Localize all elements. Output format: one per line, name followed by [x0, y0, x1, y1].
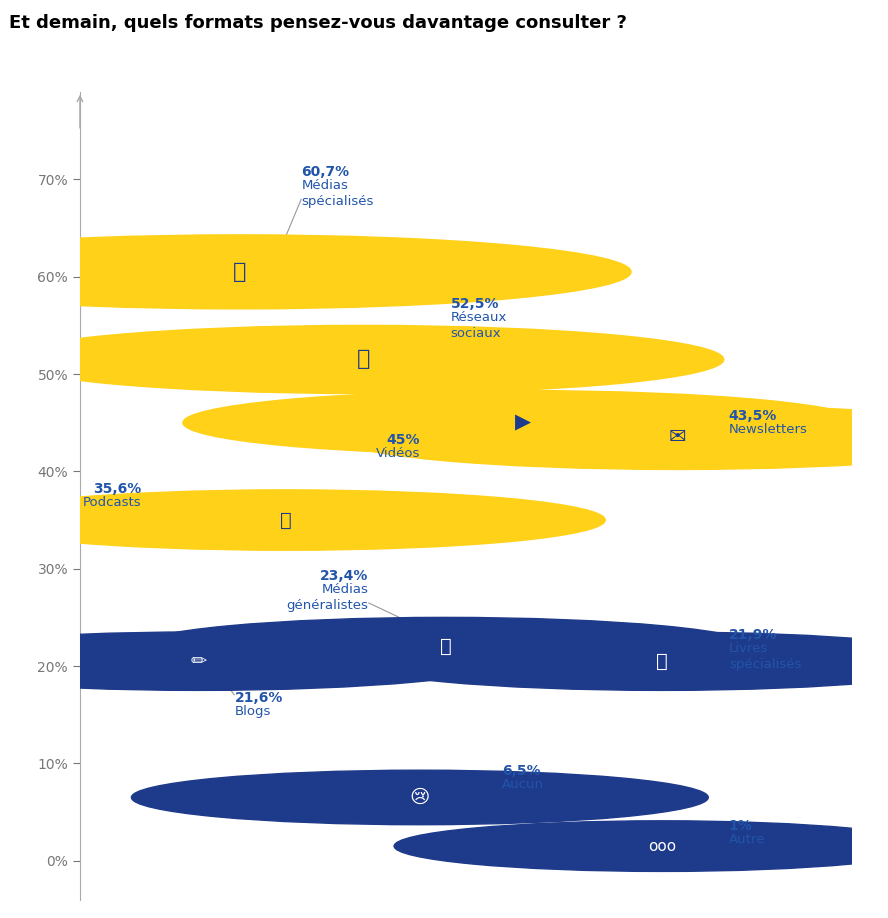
Circle shape: [0, 490, 606, 550]
Text: Vidéos: Vidéos: [376, 447, 420, 460]
Circle shape: [131, 770, 709, 824]
Text: 📖: 📖: [656, 652, 668, 671]
Text: Réseaux
sociaux: Réseaux sociaux: [451, 311, 507, 340]
Circle shape: [0, 235, 631, 308]
Text: 43,5%: 43,5%: [729, 409, 777, 422]
Text: ▶: ▶: [515, 413, 531, 432]
Text: 21,9%: 21,9%: [729, 628, 777, 642]
Circle shape: [137, 618, 755, 676]
Text: 👍: 👍: [356, 350, 370, 369]
Text: 📣: 📣: [440, 637, 451, 656]
Text: Podcasts: Podcasts: [83, 496, 142, 509]
Circle shape: [183, 390, 863, 454]
Text: Livres
spécialisés: Livres spécialisés: [729, 642, 801, 671]
Text: 60,7%: 60,7%: [301, 165, 350, 179]
Text: ✉: ✉: [669, 427, 686, 447]
Text: 35,6%: 35,6%: [93, 482, 142, 496]
Text: 1%: 1%: [729, 820, 753, 834]
Text: Médias
généralistes: Médias généralistes: [287, 583, 369, 612]
Text: ooo: ooo: [648, 839, 676, 854]
Circle shape: [3, 325, 724, 394]
Text: Autre: Autre: [729, 834, 765, 846]
Text: Et demain, quels formats pensez-vous davantage consulter ?: Et demain, quels formats pensez-vous dav…: [9, 14, 627, 32]
Text: ✏: ✏: [190, 652, 207, 671]
Text: 45%: 45%: [386, 433, 420, 447]
Text: 😢: 😢: [409, 788, 430, 807]
Text: Aucun: Aucun: [503, 778, 544, 791]
Text: 🗨: 🗨: [233, 262, 246, 282]
Text: Newsletters: Newsletters: [729, 422, 808, 436]
Circle shape: [394, 821, 888, 871]
Circle shape: [353, 632, 888, 690]
Text: 23,4%: 23,4%: [320, 569, 369, 583]
Text: 6,5%: 6,5%: [503, 764, 541, 778]
Circle shape: [337, 405, 888, 469]
Text: 🎤: 🎤: [280, 510, 292, 530]
Circle shape: [0, 632, 507, 690]
Text: Médias
spécialisés: Médias spécialisés: [301, 179, 374, 208]
Text: 52,5%: 52,5%: [451, 297, 499, 311]
Text: Blogs: Blogs: [234, 705, 271, 718]
Text: 21,6%: 21,6%: [234, 691, 282, 705]
